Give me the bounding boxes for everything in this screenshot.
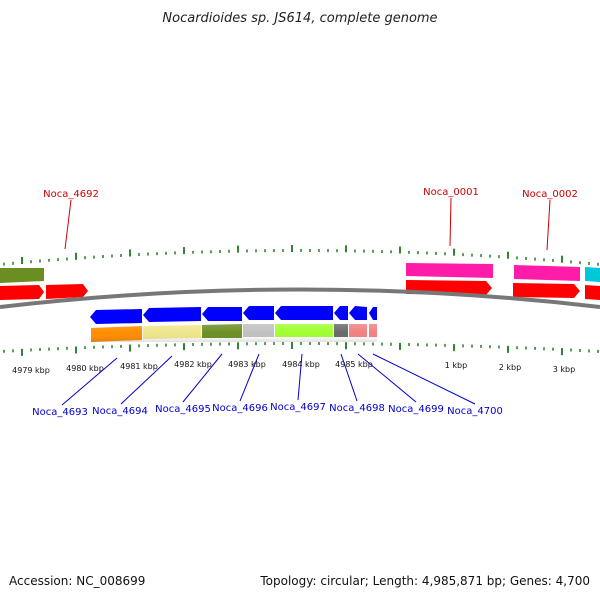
accession-text: Accession: NC_008699 <box>9 574 146 588</box>
ruler-label: 4980 kbp <box>66 364 104 373</box>
gene-arrow-reverse-4699 <box>349 306 367 320</box>
ruler-label: 3 kbp <box>553 365 575 374</box>
gene-label-noca-4699: Noca_4699 <box>388 404 444 415</box>
gene-arrow-forward-0002 <box>513 283 580 298</box>
leader-line <box>239 353 260 402</box>
ruler-label: 4979 kbp <box>12 366 50 375</box>
genome-summary-text: Topology: circular; Length: 4,985,871 bp… <box>260 574 590 588</box>
gene-arrow-forward-left-a <box>0 285 44 300</box>
ruler-label: 2 kbp <box>499 363 521 372</box>
leader-line <box>61 357 118 406</box>
leader-line <box>120 355 173 405</box>
gene-arrow-reverse-4693 <box>90 309 142 324</box>
genome-backbone <box>0 287 600 309</box>
leader-line <box>340 353 358 402</box>
leader-line <box>357 353 417 403</box>
inner-cog-track <box>91 324 377 342</box>
gene-arrow-forward-left-b <box>46 284 88 299</box>
gene-label-noca-4695: Noca_4695 <box>155 404 211 415</box>
gene-label-noca-4693: Noca_4693 <box>32 407 88 418</box>
gene-label-noca-4698: Noca_4698 <box>329 403 385 414</box>
gene-arrow-forward-right <box>585 285 600 300</box>
upper-gene-labels: Noca_4692 Noca_0001 Noca_0002 <box>43 187 578 251</box>
gene-label-noca-4692: Noca_4692 <box>43 189 99 200</box>
leader-line <box>297 353 303 401</box>
leader-line <box>546 199 551 251</box>
ruler-label: 4981 kbp <box>120 362 158 371</box>
leader-line <box>449 197 452 247</box>
leader-line <box>64 199 72 250</box>
lower-tick-ruler <box>3 342 599 356</box>
gene-cog-pink-0002 <box>514 265 580 281</box>
ruler-label: 4983 kbp <box>228 360 266 369</box>
reverse-strand-track <box>90 306 377 324</box>
gene-cog-cyan <box>585 267 600 282</box>
ruler-label: 4982 kbp <box>174 360 212 369</box>
gene-arrow-reverse-4696 <box>243 306 274 320</box>
gene-label-noca-0002: Noca_0002 <box>522 189 578 200</box>
outer-cog-track <box>0 263 600 283</box>
inner-track-shade <box>91 324 377 342</box>
gene-label-noca-4697: Noca_4697 <box>270 402 326 413</box>
upper-tick-ruler <box>3 245 599 266</box>
ruler-label: 4985 kbp <box>335 360 373 369</box>
gene-arrow-reverse-4700 <box>369 307 377 320</box>
gene-arrow-reverse-4698 <box>334 306 348 320</box>
gene-arrow-reverse-4697 <box>275 306 333 320</box>
map-title: Nocardioides sp. JS614, complete genome <box>162 11 437 26</box>
lower-gene-labels: Noca_4693 Noca_4694 Noca_4695 Noca_4696 … <box>32 353 503 418</box>
gene-label-noca-4696: Noca_4696 <box>212 403 268 414</box>
gene-cog-pink-0001 <box>406 263 493 278</box>
leader-line <box>372 353 476 405</box>
ruler-labels: 4979 kbp 4980 kbp 4981 kbp 4982 kbp 4983… <box>12 360 575 375</box>
leader-line <box>182 353 223 403</box>
gene-label-noca-4694: Noca_4694 <box>92 406 148 417</box>
gene-label-noca-4700: Noca_4700 <box>447 406 503 417</box>
gene-arrow-reverse-4694 <box>143 307 201 322</box>
gene-arrow-reverse-4695 <box>202 307 242 321</box>
gene-label-noca-0001: Noca_0001 <box>423 187 479 198</box>
ruler-label: 1 kbp <box>445 361 467 370</box>
gene-cog-olive-left <box>0 268 44 283</box>
